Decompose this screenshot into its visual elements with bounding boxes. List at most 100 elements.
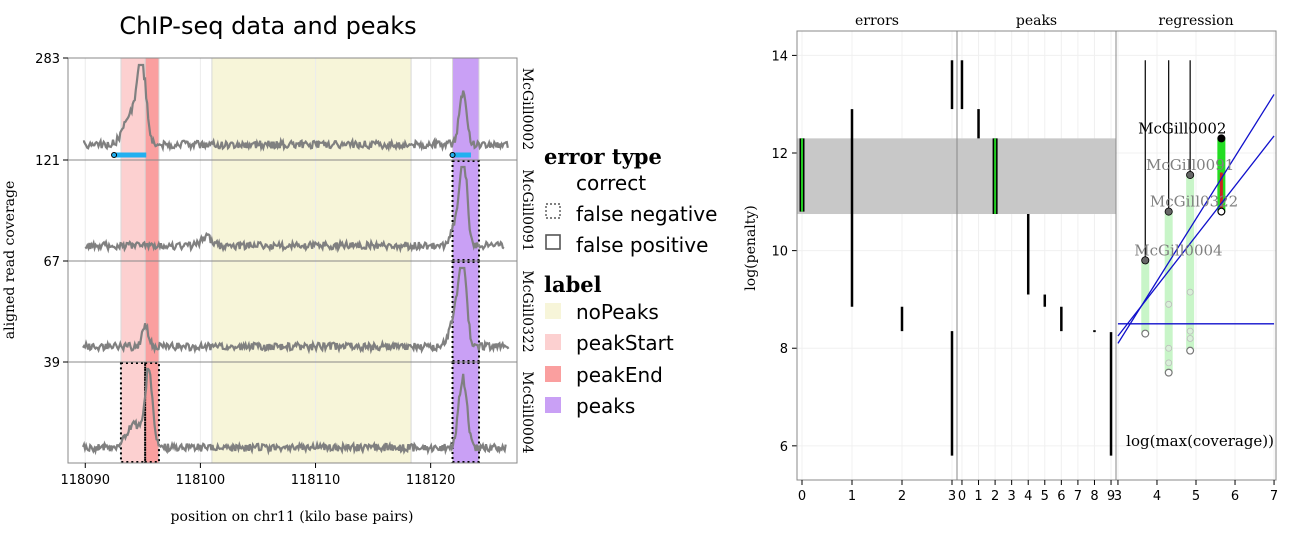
interval-bottom-point [1141,329,1150,338]
coverage-line [84,165,505,254]
facet-title: regression [1158,13,1233,29]
sample-label: McGill0004 [1134,242,1222,260]
interval-point [1186,335,1194,342]
legend-swatch-false-positive [545,234,561,250]
x-tick-label: 7 [1074,489,1082,504]
x-tick-label: 6 [1231,489,1239,504]
x-tick-label: 5 [1041,489,1049,504]
x-tick-label: 118110 [291,473,341,488]
x-tick-label: 0 [798,489,806,504]
x-tick-label: 4 [1153,489,1161,504]
x-tick-label: 2 [898,489,906,504]
x-axis: 118090 118100 118110 118120 [60,463,455,488]
coverage-line [82,63,509,153]
called-peak-start [111,152,118,158]
y-tick-label: 39 [43,356,60,371]
x-tick-label: 0 [958,489,966,504]
legend-title-error: error type [544,144,662,169]
y-tick-label: 14 [771,49,788,64]
legend-label-item: peaks [576,394,635,418]
regression-line [1117,135,1275,337]
regression-annotation: log(max(coverage)) [1126,432,1274,450]
selected-penalty-band [957,138,1116,215]
interval-point [1165,344,1173,352]
x-axis-label: position on chr11 (kilo base pairs) [171,509,414,525]
legend-title-label: label [544,272,602,297]
legend-swatch-false-negative [545,203,561,219]
interval-bottom-point [1217,207,1226,216]
coverage-line [82,266,510,355]
x-tick-label: 8 [1090,489,1098,504]
called-peak-start [449,152,456,158]
legend-swatch-noPeaks [545,303,561,319]
error-box-false-negative [451,261,481,362]
interval-bottom-point [1164,368,1173,377]
y-tick-label: 283 [35,52,60,67]
x-tick-label: 5 [1192,489,1200,504]
y-tick-label: 121 [35,154,60,169]
facet-background [797,31,957,480]
y-tick-label: 67 [43,255,60,270]
interval-point [1186,327,1194,335]
legend: error type correct false negative false po… [544,144,717,418]
interval-top-point [1164,207,1173,216]
panel-McGill0002: 283 McGill0002 [35,52,535,161]
x-tick-label: 2 [991,489,999,504]
sample-label: McGill0091 [1146,156,1234,174]
facet-title: errors [855,13,899,29]
selected-penalty-band [797,138,957,215]
x-tick-label: 1 [848,489,856,504]
coverage-chart: ChIP-seq data and peaks position on chr1… [2,12,535,525]
x-tick-label: 118090 [60,473,110,488]
coverage-panels: 283 McGill0002 121 McGill0091 67 McGill0322 39… [35,52,535,464]
panel-McGill0322: 67 McGill0322 [43,255,535,363]
coverage-line [81,367,507,456]
legend-error-item: false negative [576,202,717,226]
sample-label: McGill0091 [519,169,535,251]
y-axis-label: aligned read coverage [2,181,18,339]
sample-label: McGill0322 [1150,193,1238,211]
legend-swatch-peakEnd [545,366,561,382]
facet-title: peaks [1016,13,1057,29]
interval-bottom-point [1186,346,1195,355]
error-box-false-negative [144,362,160,463]
x-tick-label: 6 [1057,489,1065,504]
penalty-y-label: log(penalty) [743,205,759,290]
panel-McGill0004: 39 McGill0004 [43,356,535,464]
x-tick-label: 3 [948,489,956,504]
legend-error-items: correct false negative false positive [545,171,717,257]
y-tick-label: 10 [771,245,788,260]
legend-label-items: noPeaks peakStart peakEnd peaks [545,300,674,418]
x-tick-label: 7 [1270,489,1278,504]
x-tick-label: 4 [1024,489,1032,504]
interval-point [1165,300,1173,308]
y-tick-label: 6 [780,440,788,455]
facet-errors: errors 0 1 2 3 [796,13,958,504]
penalty-y-axis: 6 8 10 12 14 [771,49,797,455]
facet-peaks: peaks 0 1 2 3 4 5 6 7 8 9 [956,13,1117,504]
interval-top-point [1217,134,1226,143]
y-tick-label: 12 [771,147,788,162]
x-tick-label: 9 [1107,489,1115,504]
legend-label-item: peakEnd [576,363,663,387]
legend-swatch-peakStart [545,334,561,350]
interval-top-point [1141,256,1150,265]
sample-label: McGill0322 [519,270,535,352]
x-tick-label: 118100 [176,473,226,488]
interval-point [1165,359,1173,367]
sample-label: McGill0004 [519,371,535,454]
legend-label-item: peakStart [576,331,674,355]
label-region-peakStart [120,361,146,464]
interval-point [1186,288,1194,296]
legend-label-item: noPeaks [576,300,659,324]
error-box-false-negative [451,362,481,463]
facet-background [957,31,1116,480]
error-box-false-negative [119,362,147,463]
x-tick-label: 118120 [406,473,456,488]
x-tick-label: 3 [1008,489,1016,504]
legend-error-item: correct [576,171,646,195]
facet-regression: regression McGill0002 McGill0091 McGill0322… [1114,13,1278,504]
